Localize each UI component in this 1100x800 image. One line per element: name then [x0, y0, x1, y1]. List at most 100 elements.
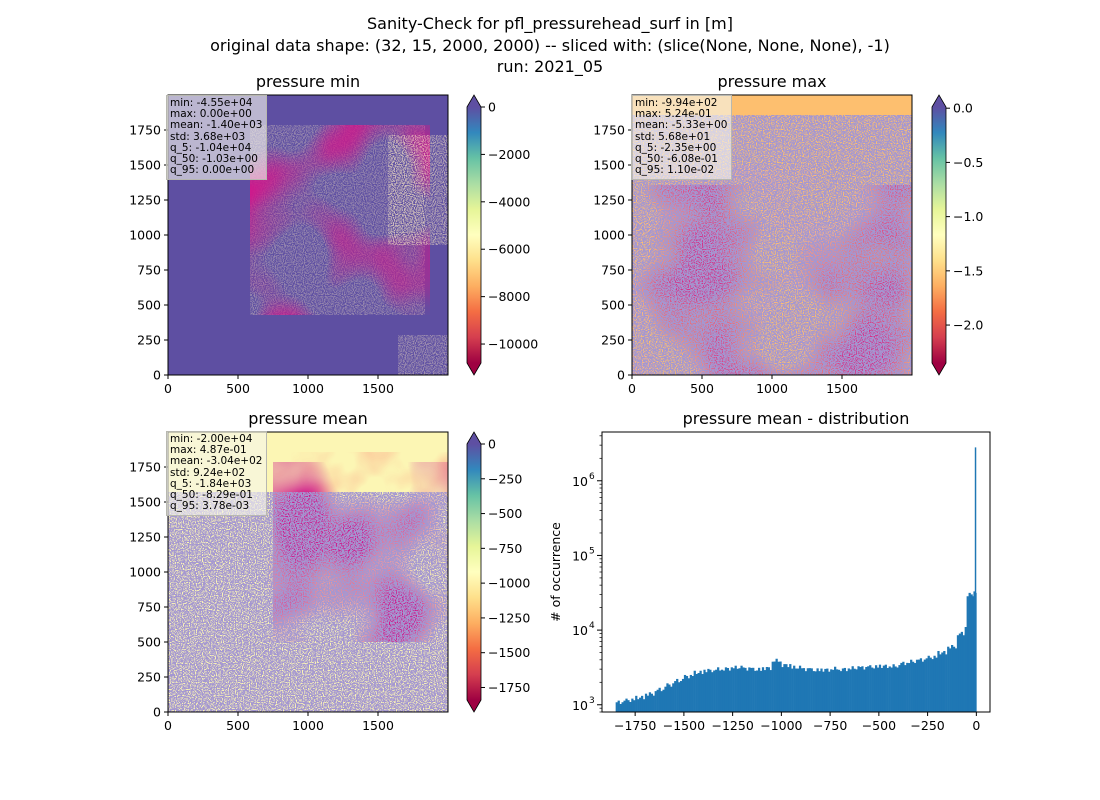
x-tick-label: 1500 — [826, 381, 858, 396]
histogram-bar — [859, 667, 862, 712]
histogram-bar — [826, 668, 829, 712]
histogram-bar — [925, 658, 928, 712]
histogram-bar — [773, 661, 776, 712]
y-tick-label: 500 — [601, 298, 625, 313]
histogram-bar — [923, 659, 926, 712]
colorbar-tick-label: −750 — [488, 541, 522, 556]
histogram-bar — [627, 700, 630, 712]
histogram-bar — [705, 672, 708, 712]
histogram-bar — [973, 591, 976, 712]
histogram-bar — [867, 666, 870, 712]
colorbar-extend-max — [932, 95, 946, 107]
x-tick-label: 0 — [628, 381, 636, 396]
histogram-bar — [904, 665, 907, 712]
histogram-bar — [896, 667, 899, 712]
histogram-bar — [802, 668, 806, 712]
colorbar-tick-label: −2.0 — [953, 318, 983, 333]
histogram-bar — [966, 596, 969, 712]
histogram-bar — [744, 667, 747, 712]
histogram-bar — [691, 676, 694, 712]
histogram-bar — [949, 648, 952, 712]
histogram-bar — [738, 668, 741, 712]
y-tick-label: 0 — [153, 368, 161, 383]
x-tick-label: 500 — [226, 718, 250, 733]
histogram-bar — [759, 670, 763, 712]
histogram-bar — [962, 635, 965, 712]
x-tick-label: −750 — [813, 718, 847, 733]
histogram-bar — [913, 663, 917, 712]
histogram-bar — [656, 689, 659, 712]
histogram-bar — [791, 668, 794, 712]
histogram-bar — [830, 669, 833, 712]
histogram-bar — [935, 657, 938, 712]
histogram-bar — [789, 664, 792, 712]
histogram-bar — [808, 668, 811, 712]
histogram-bar — [834, 666, 837, 712]
panel-min: pressure min 0 500 1000 1500 0 250 500 750 1000 12… — [129, 72, 538, 396]
histogram-bar — [693, 670, 696, 712]
histogram-bar — [756, 670, 759, 712]
y-axis-label: # of occurrence — [548, 522, 563, 622]
stats-line: mean: -1.40e+03 — [170, 119, 263, 132]
histogram-bar — [726, 667, 730, 712]
histogram-bar — [958, 633, 962, 712]
histogram-bar — [674, 681, 677, 712]
y-tick-exponent: 3 — [589, 696, 595, 706]
histogram-bar — [617, 700, 620, 712]
histogram-bar — [633, 700, 636, 712]
x-tick-label: 0 — [972, 718, 980, 733]
histogram-bar — [886, 667, 889, 712]
histogram-bar — [640, 695, 644, 712]
histogram-bar — [730, 667, 733, 712]
chart-title: pressure mean - distribution — [683, 409, 910, 428]
histogram-bar — [775, 658, 778, 712]
y-tick-exponent: 5 — [589, 546, 595, 556]
stats-line: q_5: -1.84e+03 — [170, 477, 252, 490]
histogram-bar — [793, 665, 796, 712]
histogram-bar — [699, 670, 702, 712]
histogram-bar — [873, 668, 876, 712]
histogram-bar — [947, 646, 950, 712]
histogram-bar — [715, 669, 718, 712]
y-tick-label: 250 — [137, 333, 161, 348]
histogram-bar — [971, 607, 974, 712]
histogram-bar — [929, 657, 932, 712]
histogram-bar — [742, 667, 745, 712]
histogram-bar — [787, 667, 790, 712]
histogram-bar — [711, 672, 714, 712]
histogram-bar — [906, 662, 909, 712]
stats-line: min: -9.94e+02 — [635, 97, 718, 109]
stats-line: q_95: 0.00e+00 — [170, 164, 255, 177]
histogram-bar — [941, 652, 944, 712]
histogram-bar — [814, 671, 817, 712]
histogram-bar — [728, 670, 731, 712]
histogram-bar — [746, 670, 749, 712]
histogram-bar — [757, 667, 761, 712]
x-tick-label: 500 — [226, 381, 250, 396]
histogram-bar — [900, 662, 903, 712]
histogram-bar — [767, 667, 770, 712]
histogram-bar — [884, 664, 887, 712]
histogram-bar — [750, 667, 753, 712]
y-tick-label: 10 — [572, 474, 588, 489]
histogram-bar — [681, 678, 685, 712]
y-tick-label: 500 — [137, 635, 161, 650]
y-tick-label: 1250 — [129, 193, 161, 208]
histogram-bar — [865, 666, 868, 712]
panel-max: pressure max 0 500 1000 1500 0 250 500 750 1000 12… — [593, 72, 983, 396]
histogram-bar — [629, 701, 632, 712]
colorbar-extend-min — [467, 363, 481, 375]
colorbar: 0 −250 −500 −750 −1000 −1250 −1500 −1750 — [466, 431, 530, 713]
histogram-bar — [880, 667, 884, 712]
histogram-bar — [765, 666, 769, 712]
colorbar-tick-label: −1250 — [488, 610, 530, 625]
histogram-bar — [878, 664, 882, 712]
stats-line: std: 9.24e+02 — [170, 466, 246, 479]
heatmap-image — [168, 95, 448, 375]
histogram-bar — [822, 671, 825, 712]
histogram-bar — [713, 670, 716, 712]
histogram-bar — [660, 691, 663, 712]
histogram-bar — [839, 671, 843, 712]
map-texture — [388, 135, 448, 245]
histogram-bar — [763, 670, 767, 712]
